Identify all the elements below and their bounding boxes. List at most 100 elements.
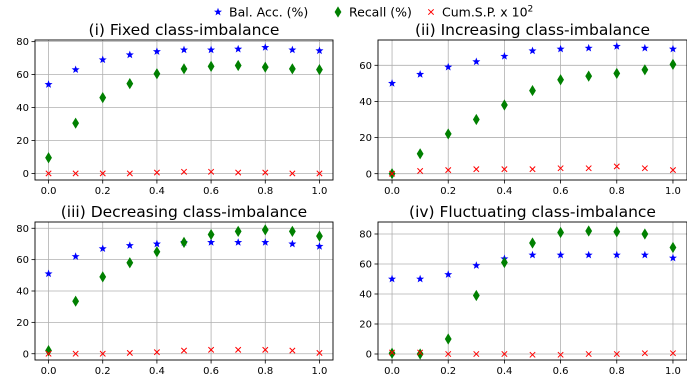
point-recall xyxy=(472,289,480,302)
y-tick-label: 60 xyxy=(16,255,29,266)
panel-increasing-class-imbalance: 0.0 0.2 0.4 0.6 0.8 1.0 0 20 40 60 (ii) Increasing… xyxy=(359,21,687,197)
panel-fluctuating-class-imbalance: 0.0 0.2 0.4 0.6 0.8 1.0 0 20 40 60 80 (iv) Fluctuat… xyxy=(359,203,687,377)
y-tick-label: 80 xyxy=(16,224,29,235)
y-tick-label: 0 xyxy=(23,349,29,360)
point-recall xyxy=(45,152,52,164)
y-tick-label: 40 xyxy=(359,97,372,108)
point-cum-sp xyxy=(316,349,323,356)
plot-frame xyxy=(377,221,687,361)
point-recall xyxy=(613,67,621,80)
y-tick-label: 0 xyxy=(366,169,372,180)
point-cum-sp xyxy=(72,350,79,357)
legend-marker-recall xyxy=(334,6,342,18)
point-cum-sp xyxy=(557,165,564,172)
x-tick-label: 0.2 xyxy=(95,366,111,377)
point-bal-acc xyxy=(528,250,537,259)
y-tick-label: 40 xyxy=(16,103,29,114)
point-recall xyxy=(72,117,80,129)
point-bal-acc xyxy=(98,55,107,64)
point-cum-sp xyxy=(45,350,52,357)
y-tick-label: 80 xyxy=(359,230,372,241)
point-cum-sp xyxy=(557,351,564,358)
x-tick-label: 0.8 xyxy=(609,186,625,197)
y-tick-label: 40 xyxy=(16,287,29,298)
point-bal-acc xyxy=(556,250,565,259)
point-cum-sp xyxy=(126,349,133,356)
y-tick-label: 80 xyxy=(16,37,29,48)
x-tick-label: 0.0 xyxy=(384,186,400,197)
legend-label-cum-sp: Cum.S.P. x 102 xyxy=(442,5,533,20)
point-cum-sp xyxy=(585,165,592,172)
y-tick-label: 60 xyxy=(16,70,29,81)
legend-label-bal-acc: Bal. Acc. (%) xyxy=(229,5,308,20)
point-recall xyxy=(288,63,296,75)
point-cum-sp xyxy=(417,167,424,175)
point-recall xyxy=(501,99,508,111)
point-bal-acc xyxy=(71,65,80,74)
point-recall xyxy=(72,295,80,307)
point-bal-acc xyxy=(71,252,80,260)
point-cum-sp xyxy=(208,346,215,353)
point-recall xyxy=(316,230,323,242)
point-recall xyxy=(529,237,536,249)
plot-frame xyxy=(34,39,334,181)
legend-label-recall: Recall (%) xyxy=(349,5,412,20)
point-recall xyxy=(180,63,188,75)
point-cum-sp xyxy=(641,350,648,357)
point-cum-sp xyxy=(388,349,396,356)
point-recall xyxy=(45,344,52,357)
y-tick-label: 20 xyxy=(359,320,372,331)
point-recall xyxy=(529,84,536,97)
x-tick-label: 1.0 xyxy=(665,186,681,197)
x-tick-label: 0.8 xyxy=(609,366,625,377)
point-bal-acc xyxy=(388,274,397,283)
point-bal-acc xyxy=(180,45,188,54)
x-tick-label: 0.2 xyxy=(440,366,456,377)
point-bal-acc xyxy=(444,270,453,278)
point-cum-sp xyxy=(153,169,160,176)
plot-frame xyxy=(377,39,687,181)
point-cum-sp xyxy=(262,346,269,353)
point-recall xyxy=(613,226,621,238)
point-bal-acc xyxy=(125,50,134,59)
y-tick-label: 20 xyxy=(16,318,29,329)
point-recall xyxy=(207,60,215,72)
point-cum-sp xyxy=(529,166,536,173)
point-bal-acc xyxy=(152,239,161,248)
point-bal-acc xyxy=(388,79,397,87)
point-cum-sp xyxy=(388,170,396,177)
x-tick-label: 0.4 xyxy=(496,186,512,197)
x-tick-label: 1.0 xyxy=(312,366,328,377)
point-recall xyxy=(153,68,161,80)
y-tick-label: 20 xyxy=(16,136,29,147)
point-cum-sp xyxy=(669,167,677,174)
x-tick-label: 1.0 xyxy=(665,366,681,377)
point-cum-sp xyxy=(289,347,296,354)
point-cum-sp xyxy=(72,170,79,177)
point-bal-acc xyxy=(315,46,324,55)
x-tick-label: 1.0 xyxy=(312,186,328,197)
point-recall xyxy=(501,256,508,269)
x-tick-label: 0.8 xyxy=(257,186,273,197)
point-recall xyxy=(557,226,564,239)
point-recall xyxy=(641,228,649,240)
panel-title: (i) Fixed class-imbalance xyxy=(89,21,280,39)
point-cum-sp xyxy=(45,170,52,177)
legend-entry-bal-acc: Bal. Acc. (%) xyxy=(214,5,308,20)
legend-marker-cum-sp xyxy=(427,8,435,16)
point-cum-sp xyxy=(316,170,323,177)
point-cum-sp xyxy=(613,350,620,358)
point-recall xyxy=(585,225,593,237)
point-bal-acc xyxy=(668,253,677,262)
x-tick-label: 0.0 xyxy=(41,186,57,197)
point-cum-sp xyxy=(641,165,648,172)
point-bal-acc xyxy=(472,261,481,269)
point-cum-sp xyxy=(417,349,424,356)
y-tick-label: 60 xyxy=(359,61,372,72)
panel-fixed-class-imbalance: 0.0 0.2 0.4 0.6 0.8 1.0 0 20 40 60 80 (i) Fixed cla… xyxy=(16,21,334,197)
point-bal-acc xyxy=(584,43,593,52)
point-recall xyxy=(669,58,677,70)
point-bal-acc xyxy=(668,44,677,53)
x-tick-label: 0.4 xyxy=(496,366,512,377)
